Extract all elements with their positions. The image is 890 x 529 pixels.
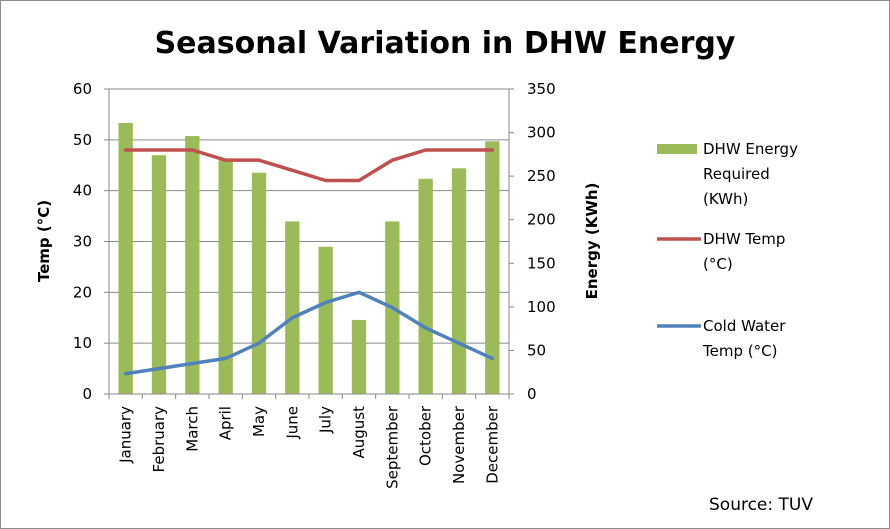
legend-label: (KWh) [703,190,748,208]
bar-november [451,168,467,394]
right-axis-title: Energy (KWh) [583,183,601,300]
x-tick-label-november: November [450,405,468,484]
legend-label: Temp (°C) [702,342,777,360]
right-tick-label: 300 [527,124,556,142]
dhw-temp-line [123,148,495,183]
right-tick-label: 100 [527,298,556,316]
x-tick-label-january: January [117,406,135,464]
legend-swatch-dhw-energy [657,144,697,154]
bar-may [251,172,267,394]
left-tick-label: 10 [73,334,92,352]
bar-series [118,122,500,395]
left-tick-label: 60 [73,80,92,98]
legend-label: Required [703,165,770,183]
legend-label: DHW Energy [703,140,798,158]
right-axis-ticks: 0 50 100 150 200 250 300 350 [509,80,556,403]
x-tick-label-august: August [350,406,368,459]
x-tick-label-july: July [317,406,335,434]
left-tick-label: 20 [73,283,92,301]
left-tick-label: 40 [73,182,92,200]
legend-label: DHW Temp [703,230,785,248]
bar-october [418,178,433,394]
bar-april [218,160,233,394]
bar-june [285,221,300,394]
legend-label: Cold Water [703,317,786,335]
cold-water-temp-line [123,290,495,376]
bar-february [151,155,167,394]
x-tick-label-april: April [217,406,235,440]
left-tick-label: 0 [82,385,92,403]
left-tick-label: 50 [73,131,92,149]
bar-january [118,122,133,394]
bar-july [318,246,333,394]
x-tick-label-february: February [150,406,168,473]
x-tick-label-may: May [250,406,268,437]
line-series [123,148,495,376]
legend: DHW Energy Required (KWh) DHW Temp (°C) Cold … [657,140,798,360]
right-tick-label: 50 [527,341,546,359]
bar-december [485,141,500,394]
bar-august [351,319,367,394]
x-tick-label-september: September [383,405,401,489]
right-tick-label: 0 [527,385,537,403]
source-note: Source: TUV [709,495,813,515]
x-tick-label-june: June [283,406,301,440]
legend-label: (°C) [703,255,733,273]
x-tick-label-march: March [183,406,201,452]
x-axis-ticks: January February March April May June July Augu… [108,394,510,489]
left-axis-ticks: 0 10 20 30 40 50 60 [73,80,109,403]
chart-title: Seasonal Variation in DHW Energy [155,26,736,61]
right-tick-label: 250 [527,167,556,185]
x-tick-label-december: December [483,405,501,484]
right-tick-label: 200 [527,211,556,229]
right-tick-label: 350 [527,80,556,98]
left-axis-title: Temp (°C) [35,200,53,282]
bar-march [185,136,200,395]
right-tick-label: 150 [527,254,556,272]
left-tick-label: 30 [73,233,92,251]
x-tick-label-october: October [417,405,435,466]
gridlines [109,88,509,344]
